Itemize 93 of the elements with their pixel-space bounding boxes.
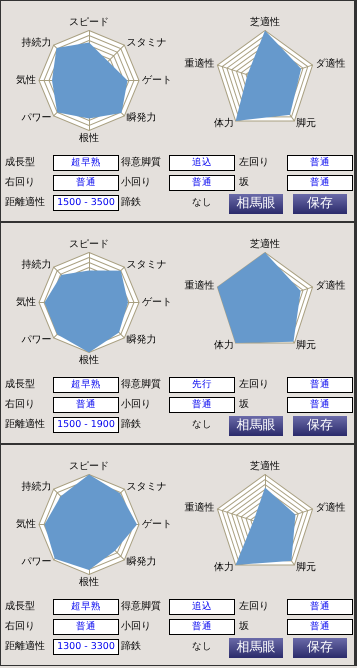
spoke-label: 芝適性 xyxy=(250,16,280,28)
text: 左回り xyxy=(239,378,270,392)
text: 小回り xyxy=(121,398,152,412)
spoke-label: 重適性 xyxy=(184,280,215,292)
spoke-label: ゲート xyxy=(142,75,172,86)
button: 保存 xyxy=(293,638,347,658)
text: 超早熟 xyxy=(53,155,119,171)
spoke-label: 脚元 xyxy=(296,116,316,129)
text: 成長型 xyxy=(5,600,36,614)
text: 得意脚質 xyxy=(121,378,162,392)
spoke-label: 瞬発力 xyxy=(126,333,156,346)
spoke-label: 体力 xyxy=(214,116,234,129)
button: 保存 xyxy=(293,416,347,436)
spoke-label: スピード xyxy=(69,461,109,472)
text: 普通 xyxy=(53,397,119,413)
spoke-label: 体力 xyxy=(214,338,234,351)
spoke-label: 重適性 xyxy=(184,58,215,70)
spoke-label: 気性 xyxy=(16,518,36,530)
text: 左回り xyxy=(239,600,270,614)
spoke-label: スタミナ xyxy=(126,260,166,271)
text: 1500 - 1900 xyxy=(53,417,119,433)
text: 普通 xyxy=(287,599,353,615)
text: 追込 xyxy=(169,599,235,615)
text: 蹄鉄 xyxy=(121,418,142,432)
spoke-label: 根性 xyxy=(79,354,99,366)
spoke-label: 体力 xyxy=(214,560,234,573)
text: 距離適性 xyxy=(5,418,46,432)
text: 超早熟 xyxy=(53,377,119,393)
text: なし xyxy=(191,640,213,654)
spoke-label: 芝適性 xyxy=(250,460,280,472)
spoke-label: ゲート xyxy=(142,297,172,308)
spoke-label: スタミナ xyxy=(126,38,166,49)
text: 得意脚質 xyxy=(121,600,162,614)
text: 1500 - 3500 xyxy=(53,195,119,211)
text: 右回り xyxy=(5,176,36,190)
spoke-label: ダ適性 xyxy=(315,58,346,70)
text: 左回り xyxy=(239,156,270,170)
spoke-label: スピード xyxy=(69,239,109,250)
text: 蹄鉄 xyxy=(121,196,142,210)
spoke-label: パワー xyxy=(20,556,52,568)
text: 普通 xyxy=(169,619,235,635)
text: 普通 xyxy=(287,377,353,393)
text: 右回り xyxy=(5,398,36,412)
text: 成長型 xyxy=(5,378,36,392)
spoke-label: 芝適性 xyxy=(250,238,280,250)
spoke-label: ダ適性 xyxy=(315,280,346,292)
text: 坂 xyxy=(239,620,250,634)
text: 小回り xyxy=(121,176,152,190)
button: 相馬眼 xyxy=(229,416,283,436)
text: 得意脚質 xyxy=(121,156,162,170)
spoke-label: 気性 xyxy=(16,74,36,86)
button: 相馬眼 xyxy=(229,638,283,658)
spoke-label: パワー xyxy=(20,334,52,346)
spoke-label: 脚元 xyxy=(296,338,316,351)
spoke-label: スタミナ xyxy=(126,482,166,493)
spoke-label: パワー xyxy=(20,112,52,124)
text: 坂 xyxy=(239,398,250,412)
text: 普通 xyxy=(287,397,353,413)
spoke-label: 脚元 xyxy=(296,560,316,573)
text: なし xyxy=(191,418,213,432)
text: 普通 xyxy=(169,175,235,191)
spoke-label: 持続力 xyxy=(22,36,52,49)
text: 追込 xyxy=(169,155,235,171)
text: 先行 xyxy=(169,377,235,393)
text: 普通 xyxy=(287,619,353,635)
spoke-label: スピード xyxy=(69,17,109,28)
text: 右回り xyxy=(5,620,36,634)
text: 距離適性 xyxy=(5,196,46,210)
spoke-label: ゲート xyxy=(142,519,172,530)
spoke-label: 根性 xyxy=(79,132,99,144)
spoke-label: 持続力 xyxy=(22,258,52,271)
button: 相馬眼 xyxy=(229,194,283,214)
button: 保存 xyxy=(293,194,347,214)
spoke-label: 瞬発力 xyxy=(126,111,156,124)
text: 普通 xyxy=(169,397,235,413)
text: 小回り xyxy=(121,620,152,634)
text: 普通 xyxy=(53,175,119,191)
spoke-label: 根性 xyxy=(79,576,99,588)
spoke-label: 重適性 xyxy=(184,502,215,514)
spoke-label: 持続力 xyxy=(22,480,52,493)
text: 普通 xyxy=(287,175,353,191)
text: なし xyxy=(191,196,213,210)
text: 1300 - 3300 xyxy=(53,639,119,655)
text: 蹄鉄 xyxy=(121,640,142,654)
text: 超早熟 xyxy=(53,599,119,615)
text: 坂 xyxy=(239,176,250,190)
text: 成長型 xyxy=(5,156,36,170)
text: 普通 xyxy=(53,619,119,635)
spoke-label: ダ適性 xyxy=(315,502,346,514)
text: 普通 xyxy=(287,155,353,171)
spoke-label: 気性 xyxy=(16,296,36,308)
spoke-label: 瞬発力 xyxy=(126,555,156,568)
text: 距離適性 xyxy=(5,640,46,654)
